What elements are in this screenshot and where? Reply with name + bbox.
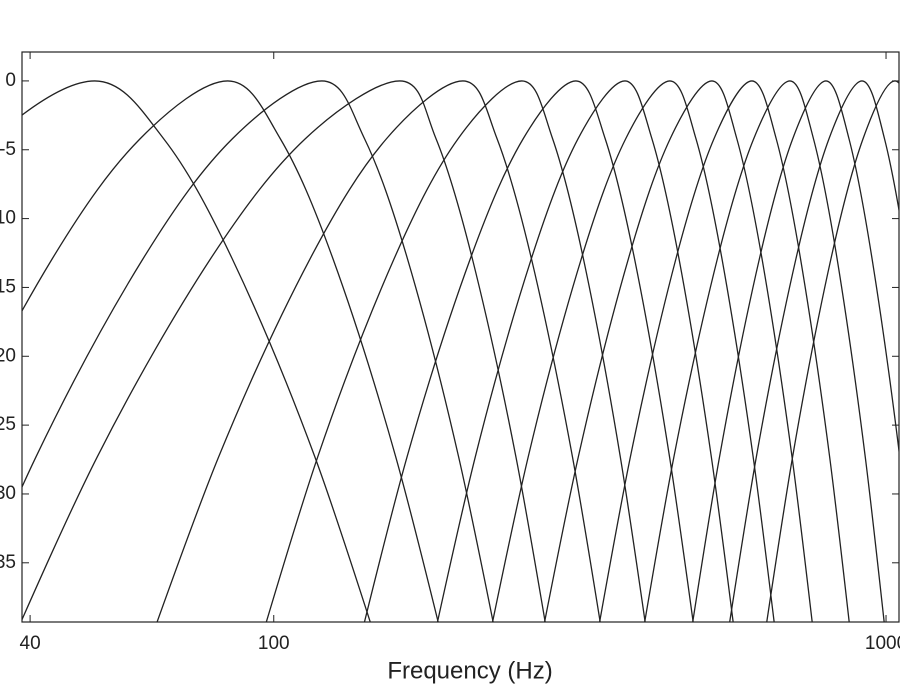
- y-tick-label: -10: [0, 208, 16, 229]
- x-tick-label: 1000: [865, 633, 900, 654]
- filter-curve: [491, 80, 775, 622]
- filter-curve: [692, 80, 899, 622]
- filter-curve: [644, 80, 885, 622]
- filter-curve: [543, 80, 813, 622]
- y-tick-label: 0: [5, 70, 16, 91]
- filter-curve: [363, 80, 694, 622]
- filter-curve: [22, 80, 546, 622]
- plot-frame: [21, 51, 900, 623]
- curves: [22, 80, 899, 622]
- filter-curve: [156, 80, 601, 622]
- y-tick-label: -30: [0, 483, 16, 504]
- filter-curve: [729, 80, 899, 622]
- y-tick-label: -20: [0, 345, 16, 366]
- y-tick-label: -5: [0, 139, 16, 160]
- y-tick-label: -35: [0, 552, 16, 573]
- x-tick-label: 100: [258, 633, 290, 654]
- y-tick-label: -25: [0, 414, 16, 435]
- y-tick-label: -15: [0, 276, 16, 297]
- filter-curve: [598, 80, 850, 622]
- filter-curve: [22, 80, 371, 622]
- x-tick-label: 40: [20, 633, 41, 654]
- x-axis-label: Frequency (Hz): [387, 657, 552, 684]
- filter-curve: [436, 80, 734, 622]
- filter-curve: [22, 80, 494, 622]
- filter-curve: [265, 80, 646, 622]
- filter-curve: [766, 80, 899, 622]
- filter-curve: [22, 80, 439, 622]
